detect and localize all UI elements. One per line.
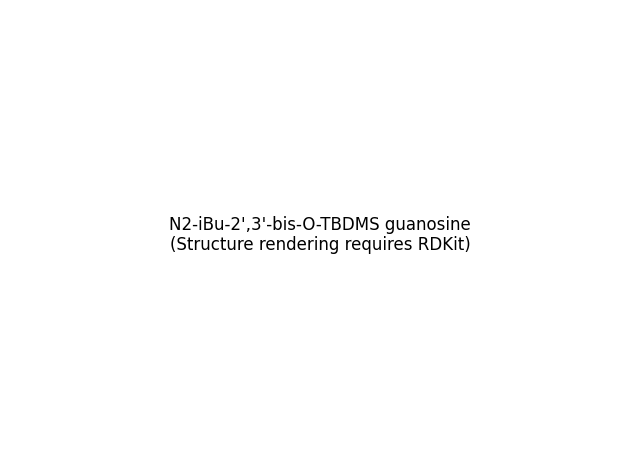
Text: N2-iBu-2',3'-bis-O-TBDMS guanosine
(Structure rendering requires RDKit): N2-iBu-2',3'-bis-O-TBDMS guanosine (Stru… — [169, 216, 471, 254]
